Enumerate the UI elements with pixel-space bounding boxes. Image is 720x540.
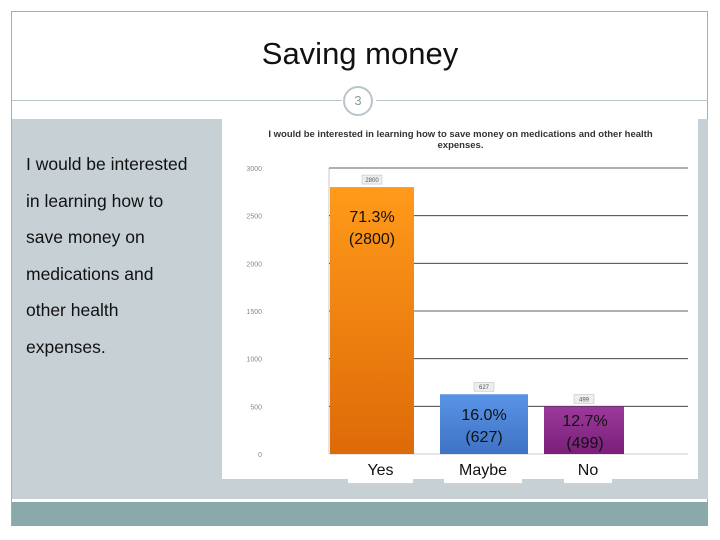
x-tick-label-no: No [564,461,612,485]
percent-label: 71.3% [349,209,395,226]
count-label: (2800) [348,231,396,248]
body-line: medications and [26,263,154,284]
bar-yes [330,187,414,455]
data-label-box [573,394,595,404]
y-tick-label: 3000 [246,166,262,173]
data-label: 499 [579,397,590,403]
bar-annotation-maybe: 16.0% (627) [440,405,528,449]
body-line: expenses. [26,336,106,357]
bar-annotation-no: 12.7% (499) [543,411,627,455]
y-tick-label: 0 [258,452,262,459]
bar-chart: 0 500 1000 1500 2000 2500 3000 2800 627 499 [246,166,688,459]
body-text: I would be interested in learning how to… [26,146,221,365]
y-tick-label: 1500 [246,309,262,316]
body-line: I would be interested [26,154,188,174]
y-tick-label: 500 [250,404,262,411]
slide-title: Saving money [261,36,459,71]
bar-maybe [440,394,528,454]
percent-label: 12.7% [562,413,608,430]
y-tick-label: 2500 [246,214,262,221]
chart-title: I would be interested in learning how to… [268,129,653,151]
body-line: save money on [26,227,145,247]
x-tick-label-maybe: Maybe [444,461,522,485]
bar-no [544,406,624,454]
percent-label: 16.0% [461,407,507,424]
title-rule-right [376,100,708,101]
x-tick-label-yes: Yes [348,461,413,485]
count-label: (627) [465,429,503,446]
body-line: in learning how to [26,190,164,211]
data-label-box [361,174,383,185]
bar-annotation-yes: 71.3% (2800) [330,207,414,251]
data-label-box [473,381,495,392]
title-rule-left [12,100,342,101]
footer-bar [12,502,708,526]
y-tick-label: 1000 [246,357,262,364]
slide-number: 3 [343,86,373,116]
data-label: 627 [479,385,490,391]
data-label: 2800 [365,178,379,184]
y-tick-label: 2000 [246,261,262,268]
count-label: (499) [566,435,604,452]
body-line: other health [26,300,119,320]
